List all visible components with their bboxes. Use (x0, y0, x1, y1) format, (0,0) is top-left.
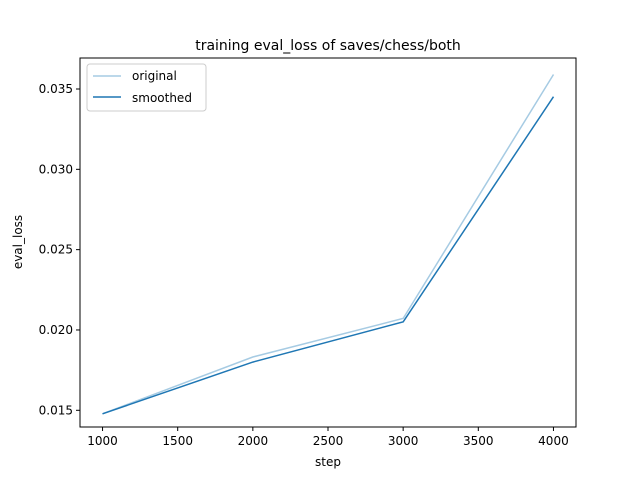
x-tick-label: 1000 (87, 434, 118, 448)
plot-lines (102, 74, 555, 415)
x-tick-label: 3500 (463, 434, 494, 448)
x-tick-label: 3000 (388, 434, 419, 448)
y-axis-label: eval_loss (11, 215, 25, 269)
series-line-smoothed (102, 96, 555, 415)
y-tick-label: 0.030 (39, 162, 73, 176)
y-tick-label: 0.020 (39, 323, 73, 337)
x-axis: 1000 1500 2000 2500 3000 3500 4000 (87, 427, 569, 448)
y-axis: 0.015 0.020 0.025 0.030 0.035 (39, 82, 80, 417)
x-tick-label: 2000 (238, 434, 269, 448)
legend: original smoothed (86, 63, 207, 112)
x-tick-label: 2500 (313, 434, 344, 448)
x-tick-label: 4000 (538, 434, 569, 448)
y-tick-label: 0.015 (39, 403, 73, 417)
legend-label-smoothed: smoothed (132, 91, 192, 105)
y-tick-label: 0.025 (39, 243, 73, 257)
y-tick-label: 0.035 (39, 82, 73, 96)
plot-frame (79, 57, 577, 428)
chart-title: training eval_loss of saves/chess/both (195, 38, 461, 54)
x-axis-label: step (315, 455, 341, 469)
x-tick-label: 1500 (162, 434, 193, 448)
legend-label-original: original (132, 69, 177, 83)
series-line-original (102, 74, 555, 415)
